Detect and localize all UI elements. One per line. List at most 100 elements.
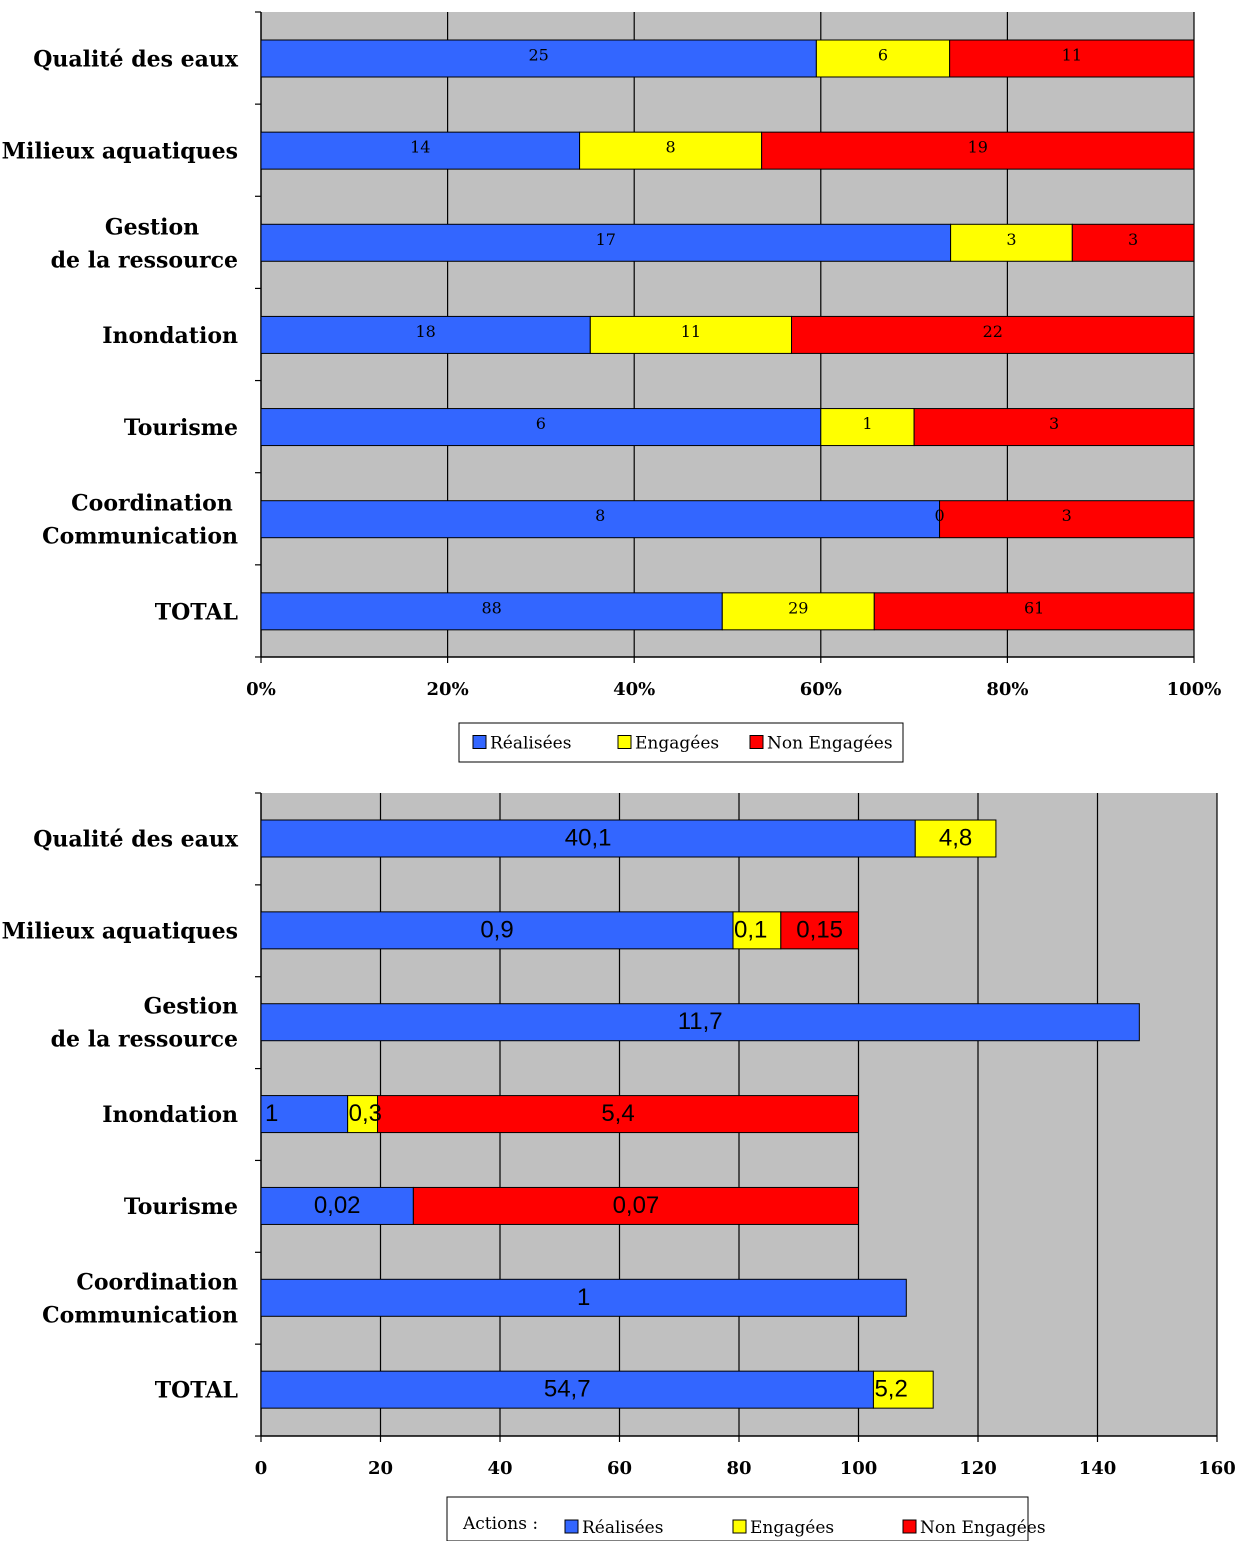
data-label: 1: [577, 1284, 590, 1311]
data-label: 0,3: [349, 1100, 382, 1127]
category-label: TOTAL: [155, 599, 238, 625]
data-label: 19: [968, 138, 988, 157]
data-label: 40,1: [565, 825, 612, 852]
data-label: 0: [934, 506, 944, 525]
legend-label: Engagées: [635, 734, 719, 754]
tick-label: 40%: [613, 679, 655, 700]
category-label: Inondation: [102, 323, 238, 349]
bar-réalisées: [260, 223, 952, 262]
bar-engagées: [950, 223, 1073, 262]
tick-label: 120: [959, 1458, 997, 1479]
tick-label: 0%: [246, 679, 276, 700]
bar-engagées: [914, 819, 997, 858]
bar-non-engagées: [913, 408, 1195, 447]
legend-swatch: [902, 1519, 917, 1534]
bar-non-engagées: [791, 315, 1195, 354]
data-label: 3: [1006, 230, 1016, 249]
bar-engagées: [820, 408, 915, 447]
category-label: Milieux aquatiques: [2, 139, 238, 165]
data-label: 4,8: [939, 825, 972, 852]
bar-engagées: [721, 592, 875, 631]
data-label: 3: [1128, 230, 1138, 249]
category-label: Tourisme: [124, 415, 238, 441]
bar-non-engagées: [949, 39, 1195, 78]
category-label: Milieux aquatiques: [2, 918, 238, 944]
tick-label: 60%: [800, 679, 842, 700]
legend-swatch: [472, 735, 487, 749]
data-label: 0,02: [314, 1192, 361, 1219]
data-label: 6: [878, 46, 888, 65]
category-label: Inondation: [102, 1102, 238, 1128]
data-label: 5,2: [874, 1376, 907, 1403]
tick-label: 100: [840, 1458, 878, 1479]
category-label: Coordination: [71, 491, 233, 517]
tick-label: 60: [607, 1458, 632, 1479]
legend-box: [458, 722, 904, 763]
bar-réalisées: [260, 1003, 1140, 1042]
data-label: 0,15: [796, 916, 843, 943]
data-label: 88: [481, 598, 501, 617]
bar-réalisées: [260, 131, 581, 170]
category-label: de la ressource: [51, 1027, 238, 1053]
bar-réalisées: [260, 1278, 907, 1317]
bar-réalisées: [260, 592, 723, 631]
data-label: 0,1: [734, 916, 767, 943]
data-label: 3: [1049, 414, 1059, 433]
category-label: Gestion: [144, 994, 238, 1020]
data-label: 11,7: [678, 1008, 723, 1035]
bar-réalisées: [260, 1370, 874, 1409]
legend-box: [446, 1496, 1029, 1541]
legend-label: Engagées: [750, 1518, 834, 1538]
data-label: 14: [410, 138, 430, 157]
legend-prefix: Actions :: [462, 1514, 538, 1534]
legend-swatch: [732, 1519, 747, 1534]
legend-swatch: [564, 1519, 579, 1534]
data-label: 0,9: [480, 916, 513, 943]
data-label: 5,4: [601, 1100, 634, 1127]
data-label: 1: [265, 1100, 278, 1127]
bar-réalisées: [260, 408, 822, 447]
data-label: 11: [681, 322, 701, 341]
tick-label: 160: [1198, 1458, 1236, 1479]
legend-label: Non Engagées: [767, 734, 893, 754]
category-label: de la ressource: [51, 247, 238, 273]
bar-engagées: [815, 39, 951, 78]
bar-engagées: [347, 1095, 379, 1134]
tick-label: 20%: [427, 679, 469, 700]
data-label: 54,7: [544, 1376, 591, 1403]
category-label: Gestion: [105, 214, 199, 240]
tick-label: 100%: [1167, 679, 1222, 700]
bar-engagées: [872, 1370, 934, 1409]
legend-label: Réalisées: [490, 734, 571, 754]
category-label: Communication: [42, 1302, 238, 1328]
data-label: 17: [596, 230, 616, 249]
bar-réalisées: [260, 500, 941, 539]
tick-label: 20: [368, 1458, 393, 1479]
bar-non-engagées: [780, 911, 860, 950]
data-label: 8: [666, 138, 676, 157]
data-label: 22: [983, 322, 1003, 341]
data-label: 3: [1062, 506, 1072, 525]
bar-non-engagées: [939, 500, 1195, 539]
data-label: 6: [536, 414, 546, 433]
legend-label: Non Engagées: [920, 1518, 1046, 1538]
data-label: 18: [415, 322, 435, 341]
data-label: 25: [528, 46, 548, 65]
category-label: Coordination: [76, 1269, 238, 1295]
data-label: 1: [862, 414, 872, 433]
category-label: TOTAL: [155, 1378, 238, 1404]
category-label: Tourisme: [124, 1194, 238, 1220]
legend-swatch: [617, 735, 632, 749]
data-label: 0,07: [613, 1192, 660, 1219]
tick-label: 80: [726, 1458, 751, 1479]
tick-label: 140: [1079, 1458, 1117, 1479]
bar-réalisées: [260, 315, 591, 354]
bar-non-engagées: [873, 592, 1195, 631]
legend-swatch: [749, 735, 764, 749]
bar-réalisées: [260, 39, 817, 78]
legend-label: Réalisées: [582, 1518, 663, 1538]
data-label: 8: [595, 506, 605, 525]
chart-2: 0 20 40 60 80 100 120 140 160 40,1 4,8 Qualité des …: [2, 792, 1236, 1541]
data-label: 29: [788, 598, 808, 617]
